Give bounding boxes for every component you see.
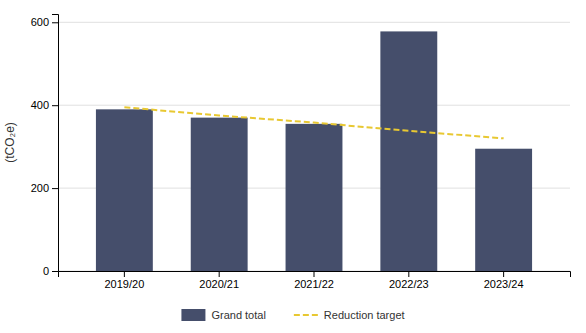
grid-line — [58, 22, 570, 23]
legend-swatch — [294, 314, 318, 316]
bar — [191, 118, 248, 271]
x-tick-mark — [503, 271, 504, 277]
legend-item: Reduction target — [294, 309, 405, 321]
x-axis: 2019/20 2020/21 2021/22 2022/23 2023/24 — [59, 271, 571, 290]
y-tick: 600 — [31, 16, 58, 28]
y-tick-mark — [52, 271, 58, 272]
x-tick-mark — [408, 271, 409, 277]
x-axis-line — [59, 272, 571, 278]
bar — [475, 149, 532, 271]
x-tick: 2020/21 — [199, 271, 239, 290]
x-tick-mark — [219, 271, 220, 277]
legend-item: Grand total — [181, 309, 265, 321]
grid — [58, 22, 570, 271]
y-tick-mark — [52, 22, 58, 23]
line — [124, 107, 503, 138]
x-tick-label: 2023/24 — [484, 278, 524, 290]
bar — [286, 124, 343, 271]
bar — [380, 31, 437, 271]
x-tick: 2021/22 — [294, 271, 334, 290]
x-tick-label: 2020/21 — [199, 278, 239, 290]
x-tick-label: 2022/23 — [389, 278, 429, 290]
legend-label: Grand total — [211, 309, 265, 321]
legend-swatch — [181, 309, 205, 321]
x-tick: 2019/20 — [104, 271, 144, 290]
y-tick: 400 — [31, 99, 58, 111]
y-tick-label: 400 — [31, 99, 49, 111]
x-tick: 2022/23 — [389, 271, 429, 290]
y-axis-line — [52, 15, 59, 272]
bar-series — [96, 31, 532, 271]
x-tick-label: 2021/22 — [294, 278, 334, 290]
y-tick-mark — [52, 105, 58, 106]
grid-line — [58, 105, 570, 106]
legend: Grand total Reduction target — [181, 309, 404, 321]
plot: 02004006002019/202020/212021/222022/2320… — [3, 15, 571, 290]
legend-label: Reduction target — [324, 309, 405, 321]
y-tick-mark — [52, 188, 58, 189]
y-tick: 200 — [31, 182, 58, 194]
chart: 02004006002019/202020/212021/222022/2320… — [0, 0, 586, 333]
bar — [96, 109, 153, 271]
y-tick: 0 — [43, 265, 58, 277]
x-tick-mark — [314, 271, 315, 277]
x-tick: 2023/24 — [484, 271, 524, 290]
x-tick-label: 2019/20 — [104, 278, 144, 290]
y-tick-label: 0 — [43, 265, 49, 277]
x-tick-mark — [124, 271, 125, 277]
y-axis: 0 200 400 600 — [31, 15, 59, 278]
y-tick-label: 200 — [31, 182, 49, 194]
marks — [96, 31, 532, 271]
y-axis-label: (tCO₂e) — [3, 122, 17, 163]
y-tick-label: 600 — [31, 16, 49, 28]
